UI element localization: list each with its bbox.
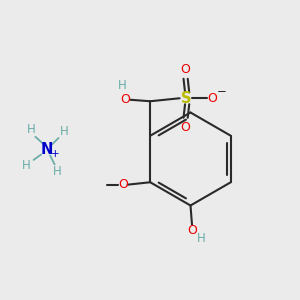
Text: O: O [208, 92, 218, 105]
Text: H: H [118, 79, 127, 92]
Text: H: H [59, 124, 68, 138]
Text: H: H [197, 232, 206, 245]
Text: −: − [217, 85, 226, 98]
Text: O: O [181, 63, 190, 76]
Text: O: O [118, 178, 128, 191]
Text: O: O [181, 121, 190, 134]
Text: +: + [51, 148, 59, 159]
Text: H: H [26, 123, 35, 136]
Text: O: O [120, 93, 130, 106]
Text: S: S [181, 91, 191, 106]
Text: H: H [22, 159, 31, 172]
Text: N: N [40, 142, 53, 158]
Text: H: H [53, 165, 62, 178]
Text: O: O [187, 224, 197, 237]
